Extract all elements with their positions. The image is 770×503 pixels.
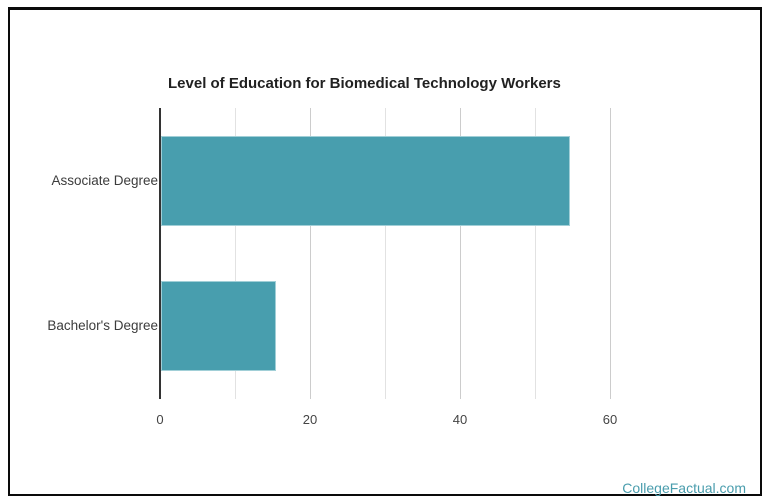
bar-bachelor-s-degree[interactable] [161, 281, 276, 372]
x-gridline-50 [534, 108, 536, 399]
collegefactual-brand-link[interactable]: CollegeFactual.com [622, 480, 746, 496]
bar-associate-degree[interactable] [161, 135, 570, 226]
x-gridline-40 [459, 108, 461, 399]
x-gridline-60 [609, 108, 611, 399]
category-label-bachelor-s-degree: Bachelor's Degree [47, 318, 158, 334]
x-gridline-20 [309, 108, 311, 399]
category-label-associate-degree: Associate Degree [51, 172, 158, 188]
x-tick-label-60: 60 [602, 412, 618, 427]
x-tick-label-20: 20 [302, 412, 318, 427]
x-tick-label-0: 0 [156, 412, 164, 427]
chart-frame: Level of Education for Biomedical Techno… [8, 7, 762, 496]
chart-title: Level of Education for Biomedical Techno… [168, 75, 561, 92]
x-tick-label-40: 40 [452, 412, 468, 427]
x-gridline-30 [384, 108, 386, 399]
x-axis-baseline [159, 108, 161, 399]
x-gridline-10 [234, 108, 236, 399]
